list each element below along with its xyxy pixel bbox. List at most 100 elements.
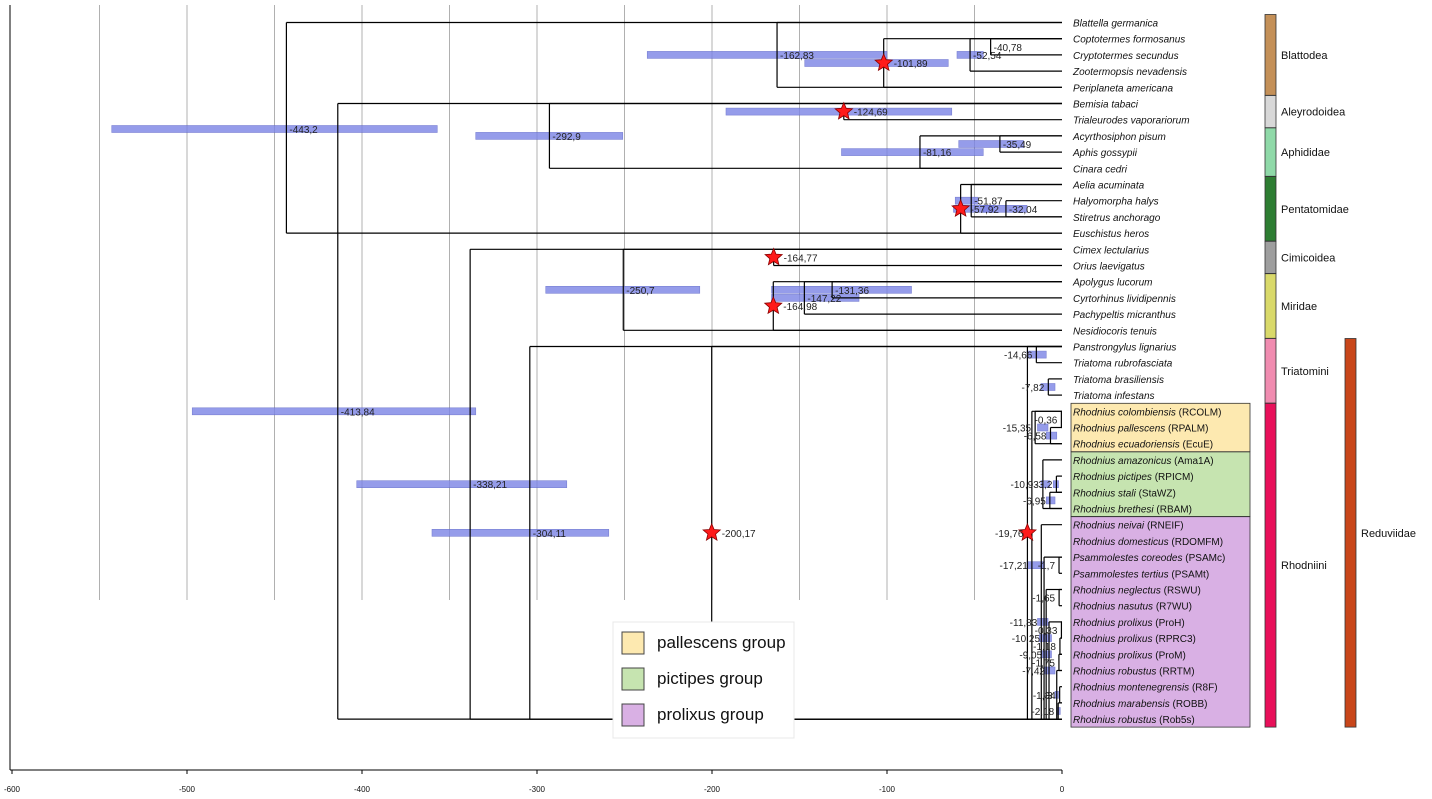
- clade-label: Triatomini: [1281, 366, 1329, 378]
- clade-bars: Blattodea Aleyrodoidea Aphididae Pentatomid…: [1264, 14, 1416, 728]
- hpd-bar: [111, 125, 438, 133]
- hpd-bar: [771, 285, 912, 294]
- taxon-label: Rhodnius pictipes (RPICM): [1073, 472, 1194, 483]
- taxon-species: Rhodnius colombiensis: [1073, 407, 1176, 418]
- taxon-code: (RRTM): [1156, 667, 1194, 678]
- taxon-species: Rhodnius neglectus: [1073, 586, 1161, 597]
- node-age-label: -11,83: [1010, 618, 1038, 629]
- taxon-label: Zootermopsis nevadensis: [1072, 67, 1187, 78]
- taxon-species: Aphis gossypii: [1072, 148, 1138, 159]
- star-icon: [1017, 522, 1037, 541]
- node-age-label: -0,33: [1035, 626, 1058, 637]
- clade-bar: [1264, 273, 1277, 339]
- taxon-label: Rhodnius colombiensis (RCOLM): [1073, 407, 1221, 418]
- taxon-label: Nesidiocoris tenuis: [1073, 326, 1157, 337]
- hpd-bar: [1040, 480, 1051, 489]
- hpd-bar: [1045, 496, 1056, 505]
- clade-label: Aphididae: [1281, 147, 1330, 159]
- taxon-label: Rhodnius brethesi (RBAM): [1073, 505, 1192, 516]
- taxon-species: Rhodnius nasutus: [1073, 602, 1153, 613]
- taxon-species: Cyrtorhinus lividipennis: [1073, 294, 1176, 305]
- taxon-species: Triatoma infestans: [1073, 391, 1155, 402]
- taxon-label: Pachypeltis micranthus: [1073, 310, 1176, 321]
- hpd-bar: [841, 148, 984, 156]
- node-age-label: -1,65: [1032, 594, 1055, 605]
- taxon-label: Triatoma brasiliensis: [1073, 375, 1164, 386]
- taxon-species: Halyomorpha halys: [1073, 197, 1159, 208]
- taxon-code: (RPICM): [1152, 472, 1194, 483]
- taxon-label: Rhodnius robustus (RRTM): [1073, 667, 1195, 678]
- node-age-label: -2,18: [1031, 707, 1054, 718]
- node-age-label: -81,16: [923, 148, 952, 159]
- taxon-code: (ROBB): [1170, 699, 1208, 710]
- node-age-label: -3,2: [1035, 480, 1053, 491]
- node-age-label: -3: [1044, 691, 1053, 702]
- taxon-species: Triatoma rubrofasciata: [1073, 359, 1173, 370]
- hpd-bars: [111, 51, 1061, 715]
- tick-label: -500: [179, 785, 196, 794]
- taxon-label: Coptotermes formosanus: [1073, 35, 1185, 46]
- taxon-code: (R8F): [1189, 683, 1217, 694]
- taxon-label: Bemisia tabaci: [1073, 100, 1139, 111]
- taxon-species: Orius laevigatus: [1073, 262, 1145, 273]
- node-age-label: -0,36: [1035, 415, 1058, 426]
- taxon-labels: Blattella germanica Coptotermes formosanu…: [1072, 19, 1225, 727]
- taxon-label: Cimex lectularius: [1073, 245, 1149, 256]
- taxon-code: (RPRC3): [1153, 634, 1196, 645]
- taxon-code: (Rob5s): [1156, 715, 1194, 726]
- taxon-species: Rhodnius ecuadoriensis: [1073, 440, 1180, 451]
- group-box: [1070, 516, 1251, 728]
- clade-bar: [1264, 95, 1277, 129]
- node-age-label: -164,98: [783, 302, 817, 313]
- taxon-species: Psammolestes coreodes: [1073, 553, 1183, 564]
- taxon-species: Rhodnius prolixus: [1073, 618, 1153, 629]
- tick-label: -300: [529, 785, 546, 794]
- taxon-species: Cryptotermes secundus: [1073, 51, 1179, 62]
- clade-label: Pentatomidae: [1281, 204, 1349, 216]
- taxon-species: Rhodnius stali: [1073, 488, 1137, 499]
- taxon-label: Halyomorpha halys: [1073, 197, 1159, 208]
- node-age-label: -124,69: [854, 108, 888, 119]
- clade-bar: [1264, 402, 1277, 728]
- taxon-label: Rhodnius nasutus (R7WU): [1073, 602, 1192, 613]
- taxon-label: Stiretrus anchorago: [1073, 213, 1161, 224]
- node-age-label: -292,9: [552, 132, 581, 143]
- legend: pallescens group pictipes group prolixus g…: [612, 621, 795, 739]
- taxon-label: Cinara cedri: [1073, 164, 1128, 175]
- taxon-label: Orius laevigatus: [1073, 262, 1145, 273]
- clade-label: Reduviidae: [1361, 528, 1416, 540]
- node-age-label: -413,84: [341, 407, 375, 418]
- hpd-bar: [954, 196, 979, 205]
- taxon-species: Stiretrus anchorago: [1073, 213, 1161, 224]
- legend-swatch: [621, 703, 645, 727]
- tick-label: -200: [704, 785, 721, 794]
- taxon-species: Rhodnius pallescens: [1073, 424, 1165, 435]
- taxon-species: Rhodnius robustus: [1073, 715, 1156, 726]
- node-age-label: -101,89: [894, 59, 928, 70]
- taxon-species: Rhodnius robustus: [1073, 667, 1156, 678]
- hpd-bar: [191, 407, 477, 416]
- node-age-label: -9,05: [1019, 650, 1042, 661]
- node-age-label: -35,49: [1003, 140, 1032, 151]
- taxon-label: Rhodnius neivai (RNEIF): [1073, 521, 1184, 532]
- taxon-species: Nesidiocoris tenuis: [1073, 326, 1157, 337]
- hpd-bar: [431, 528, 610, 537]
- taxon-species: Blattella germanica: [1073, 19, 1158, 30]
- clade-label: Aleyrodoidea: [1281, 107, 1346, 119]
- taxon-species: Rhodnius brethesi: [1073, 505, 1154, 516]
- taxon-species: Cinara cedri: [1073, 164, 1128, 175]
- taxon-label: Rhodnius ecuadoriensis (EcuE): [1073, 440, 1213, 451]
- clade-label: Rhodniini: [1281, 560, 1327, 572]
- node-age-label: -200,17: [722, 529, 756, 540]
- legend-label: prolixus group: [657, 705, 764, 724]
- taxon-label: Psammolestes tertius (PSAMt): [1073, 569, 1209, 580]
- hpd-bar: [646, 51, 888, 59]
- star-icon: [702, 522, 722, 541]
- hpd-bar: [804, 59, 949, 67]
- taxon-label: Rhodnius prolixus (ProH): [1073, 618, 1185, 629]
- clade-bar: [1264, 240, 1277, 274]
- taxon-label: Rhodnius montenegrensis (R8F): [1073, 683, 1218, 694]
- taxon-label: Blattella germanica: [1073, 19, 1158, 30]
- legend-label: pallescens group: [657, 633, 786, 652]
- star-icon: [951, 198, 971, 217]
